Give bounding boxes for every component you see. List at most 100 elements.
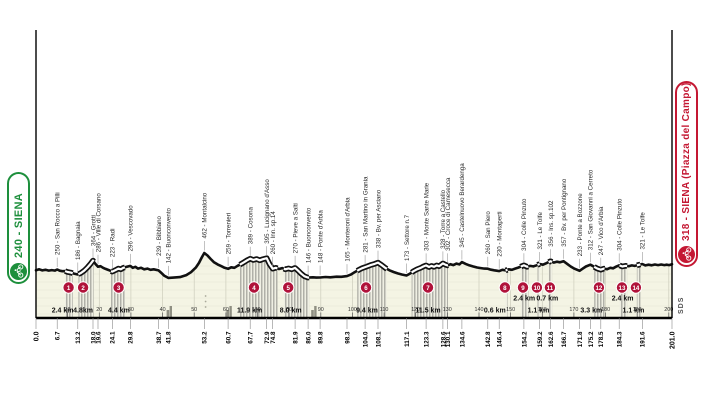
- svg-text:11.5 km: 11.5 km: [415, 308, 440, 315]
- svg-text:38.7: 38.7: [156, 331, 163, 344]
- svg-text:304 - Colle Pinzuto: 304 - Colle Pinzuto: [521, 198, 528, 251]
- svg-text:171.8: 171.8: [577, 331, 584, 347]
- svg-text:296 - Vescovado: 296 - Vescovado: [128, 205, 135, 252]
- svg-text:108.1: 108.1: [375, 331, 382, 347]
- svg-text:2.4 km: 2.4 km: [513, 296, 535, 303]
- svg-text:462 - Montalcino: 462 - Montalcino: [202, 192, 209, 238]
- svg-text:9.4 km: 9.4 km: [356, 308, 378, 315]
- svg-text:123.3: 123.3: [424, 331, 431, 347]
- svg-text:356 - Ins. sp.102: 356 - Ins. sp.102: [548, 200, 555, 247]
- start-cyclist-icon: [10, 263, 27, 280]
- svg-text:166.7: 166.7: [561, 331, 568, 347]
- svg-text:29.8: 29.8: [128, 331, 135, 344]
- svg-text:2.4 km: 2.4 km: [612, 296, 634, 303]
- svg-text:286 - Ville di Corsano: 286 - Ville di Corsano: [95, 193, 102, 253]
- svg-text:1.1 km: 1.1 km: [528, 308, 550, 315]
- sector-badge-1: [62, 281, 75, 294]
- svg-text:104.0: 104.0: [363, 331, 370, 347]
- sector-badge-8: [498, 281, 512, 294]
- svg-text:178.5: 178.5: [598, 331, 605, 347]
- svg-text:200: 200: [664, 307, 673, 313]
- svg-text:328 - Torre a Castello: 328 - Torre a Castello: [440, 189, 447, 249]
- sector-badge-12: [592, 281, 606, 294]
- svg-text:20: 20: [96, 307, 102, 313]
- svg-text:6: 6: [364, 285, 368, 292]
- svg-text:173 - Settore n.7: 173 - Settore n.7: [404, 214, 411, 261]
- svg-text:40: 40: [160, 307, 166, 313]
- svg-text:389 - Cosona: 389 - Cosona: [248, 206, 255, 244]
- svg-text:160: 160: [538, 307, 547, 313]
- sector-badge-3: [112, 281, 125, 294]
- svg-text:175.2: 175.2: [588, 331, 595, 347]
- svg-text:60.7: 60.7: [226, 331, 233, 344]
- svg-text:247 - Vico d'Arbia: 247 - Vico d'Arbia: [598, 206, 605, 255]
- svg-text:184.3: 184.3: [617, 331, 624, 347]
- svg-text:12: 12: [595, 285, 602, 292]
- svg-text:10: 10: [533, 285, 540, 292]
- svg-text:201.0: 201.0: [669, 331, 676, 349]
- svg-text:98.3: 98.3: [344, 331, 351, 344]
- svg-text:159.2: 159.2: [537, 331, 544, 347]
- svg-text:18.0: 18.0: [90, 331, 97, 344]
- svg-text:259 - Torrenieri: 259 - Torrenieri: [225, 213, 232, 255]
- svg-text:303 - Monte Sante Marie: 303 - Monte Sante Marie: [423, 182, 430, 251]
- svg-text:150: 150: [506, 307, 515, 313]
- svg-text:142 - Buonconvento: 142 - Buonconvento: [166, 207, 173, 263]
- svg-text:223 - Radi: 223 - Radi: [110, 229, 117, 258]
- svg-text:3: 3: [117, 285, 121, 292]
- svg-text:86.0: 86.0: [306, 331, 313, 344]
- svg-text:312 - San Giovanni a Cerreto: 312 - San Giovanni a Cerreto: [588, 169, 595, 250]
- svg-text:89.8: 89.8: [318, 331, 325, 344]
- svg-text:281 - San Martino in Grania: 281 - San Martino in Grania: [362, 176, 369, 253]
- svg-text:142.8: 142.8: [485, 331, 492, 347]
- start-badge-label: 240 - SIENA: [12, 192, 25, 258]
- svg-text:1: 1: [67, 285, 71, 292]
- sector-badges: 1 2 3 4 5 6 7 8 9 10 11 12 13 14: [62, 281, 643, 294]
- svg-text:110: 110: [380, 307, 389, 313]
- sector-badge-6: [359, 281, 373, 294]
- svg-text:90: 90: [318, 307, 324, 313]
- svg-text:80: 80: [286, 307, 292, 313]
- svg-text:100: 100: [348, 307, 357, 313]
- svg-text:5: 5: [286, 285, 290, 292]
- sector-badge-13: [615, 281, 629, 294]
- svg-text:170: 170: [569, 307, 578, 313]
- svg-text:81.9: 81.9: [293, 331, 300, 344]
- svg-text:230 - Montaperti: 230 - Montaperti: [497, 212, 504, 257]
- svg-text:19.6: 19.6: [95, 331, 102, 344]
- sector-badge-2: [76, 281, 90, 294]
- svg-text:74.8: 74.8: [270, 331, 277, 344]
- svg-text:13: 13: [619, 285, 626, 292]
- svg-text:239 - Bibbiano: 239 - Bibbiano: [156, 215, 163, 255]
- author-signature: SDS: [678, 296, 685, 314]
- svg-text:0.0: 0.0: [33, 331, 40, 341]
- svg-text:4.4 km: 4.4 km: [108, 308, 130, 315]
- svg-text:4: 4: [252, 285, 256, 292]
- sector-badge-10: [530, 281, 544, 294]
- svg-text:130: 130: [443, 307, 452, 313]
- svg-text:0.6 km: 0.6 km: [484, 308, 506, 315]
- svg-text:2.4 km: 2.4 km: [52, 308, 74, 315]
- svg-text:165 - Monteroni d'Arbia: 165 - Monteroni d'Arbia: [344, 197, 351, 262]
- svg-text:10: 10: [65, 307, 71, 313]
- svg-text:270 - Pieve a Salti: 270 - Pieve a Salti: [292, 203, 299, 253]
- town-icons: [166, 295, 317, 318]
- svg-text:250 - San Rocco a Pilli: 250 - San Rocco a Pilli: [55, 192, 62, 255]
- svg-text:395 - Lucignano d'Asso: 395 - Lucignano d'Asso: [264, 179, 271, 244]
- svg-text:233 - Ponte a Bozzone: 233 - Ponte a Bozzone: [577, 193, 584, 257]
- svg-text:140: 140: [475, 307, 484, 313]
- svg-text:11: 11: [547, 285, 554, 292]
- svg-text:70: 70: [255, 307, 261, 313]
- svg-text:4.8km: 4.8km: [73, 308, 93, 315]
- svg-text:50: 50: [191, 307, 197, 313]
- svg-text:180: 180: [601, 307, 610, 313]
- finish-badge-label: 318 - SIENA (Piazza del Campo): [681, 82, 692, 241]
- svg-text:13.2: 13.2: [75, 331, 82, 344]
- svg-text:302 - Croce di Camesecca: 302 - Croce di Camesecca: [445, 177, 452, 251]
- svg-text:146.4: 146.4: [497, 331, 504, 347]
- sector-badge-4: [247, 281, 261, 294]
- svg-text:134.6: 134.6: [459, 331, 466, 347]
- sector-badge-11: [543, 281, 557, 294]
